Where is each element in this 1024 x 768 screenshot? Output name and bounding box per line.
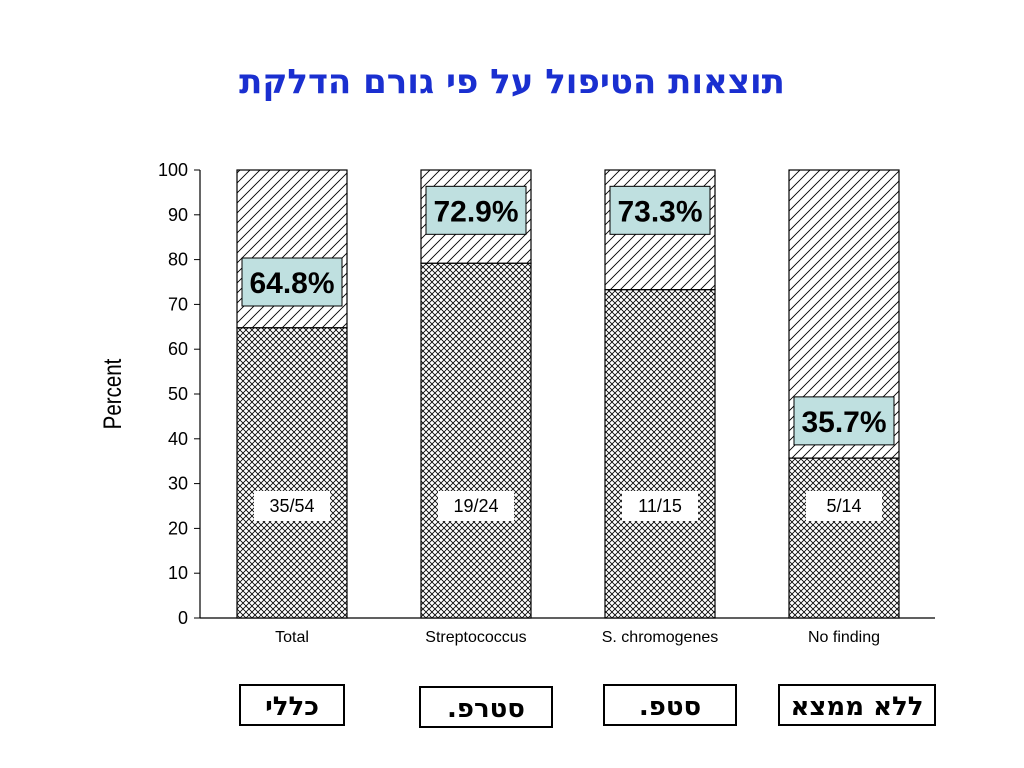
y-tick-label: 0 — [178, 608, 188, 628]
fraction-label: 35/54 — [269, 496, 314, 516]
y-tick-label: 40 — [168, 429, 188, 449]
y-tick-label: 10 — [168, 563, 188, 583]
fraction-label-box — [254, 491, 330, 521]
chart-title: תוצאות הטיפול על פי גורם הדלקת — [239, 62, 785, 102]
percent-label-box — [609, 185, 711, 235]
bar-segment-lower — [788, 457, 900, 619]
hebrew-category-label: סטפ. — [603, 684, 737, 726]
percent-label-box — [241, 257, 343, 307]
fraction-label: 5/14 — [826, 496, 861, 516]
fraction-label-box — [438, 491, 514, 521]
percent-label: 73.3% — [617, 195, 702, 228]
y-tick-label: 50 — [168, 384, 188, 404]
fraction-label-box — [622, 491, 698, 521]
hebrew-category-label: סטרפ. — [419, 686, 553, 728]
percent-label-box — [793, 396, 895, 446]
percent-label: 35.7% — [801, 406, 886, 439]
bar-segment-lower — [420, 262, 532, 619]
y-tick-label: 100 — [158, 160, 188, 180]
hebrew-category-label: כללי — [239, 684, 345, 726]
x-tick-label: Total — [275, 629, 309, 646]
y-tick-label: 80 — [168, 250, 188, 270]
percent-label: 72.9% — [433, 195, 518, 228]
percent-label-box — [425, 185, 527, 235]
y-axis-label: Percent — [98, 358, 126, 429]
y-tick-label: 90 — [168, 205, 188, 225]
y-tick-label: 70 — [168, 294, 188, 314]
x-tick-label: No finding — [808, 629, 880, 646]
y-tick-label: 30 — [168, 474, 188, 494]
bar-segment-lower — [604, 289, 716, 619]
percent-label: 64.8% — [249, 267, 334, 300]
x-tick-label: S. chromogenes — [602, 629, 719, 646]
x-tick-label: Streptococcus — [425, 629, 526, 646]
fraction-label: 11/15 — [638, 496, 682, 516]
hebrew-category-label: ללא ממצא — [778, 684, 936, 726]
fraction-label-box — [806, 491, 882, 521]
y-tick-label: 60 — [168, 339, 188, 359]
y-tick-label: 20 — [168, 518, 188, 538]
bar-segment-lower — [236, 327, 348, 619]
fraction-label: 19/24 — [453, 496, 498, 516]
